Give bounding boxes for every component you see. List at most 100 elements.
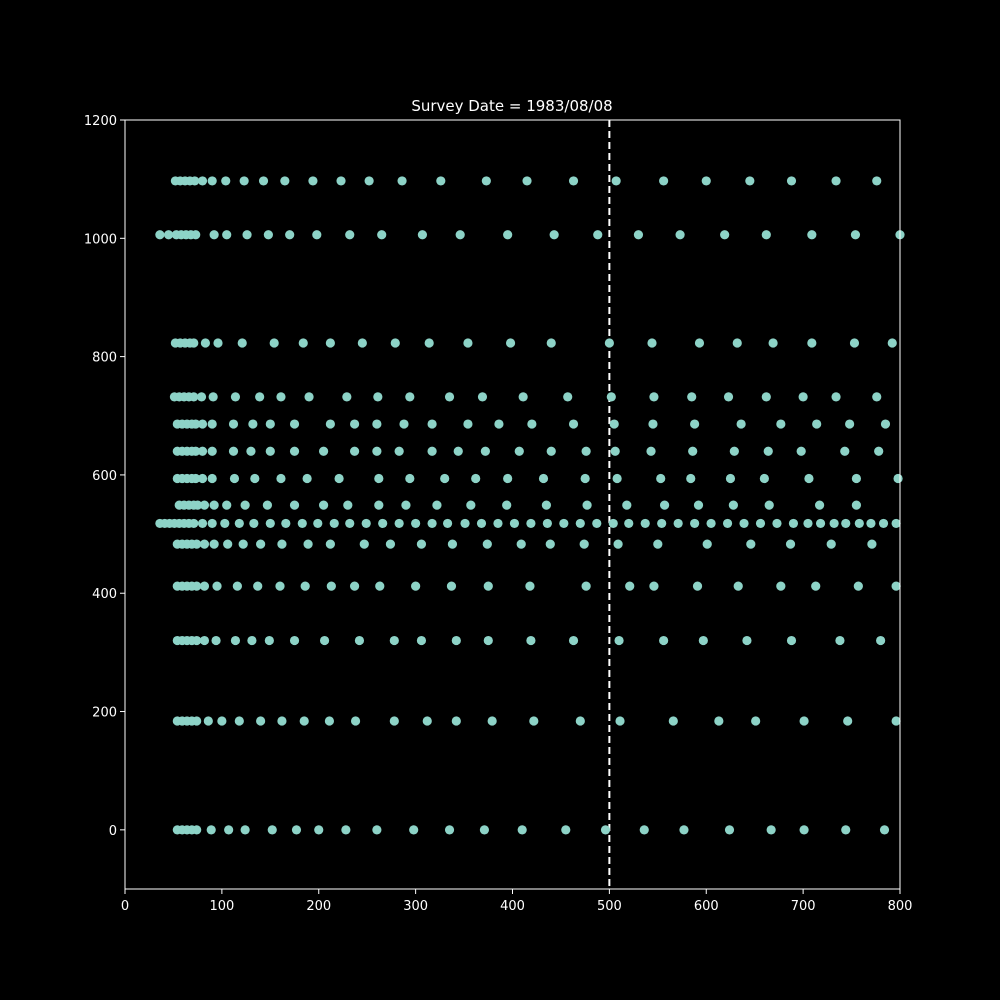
data-point	[248, 419, 258, 429]
data-point	[163, 230, 174, 240]
data-point	[580, 473, 590, 484]
data-point	[444, 825, 455, 835]
data-point	[453, 446, 463, 456]
data-point	[668, 716, 678, 726]
y-tick-label: 1200	[84, 114, 117, 129]
data-point	[422, 716, 432, 726]
data-point	[872, 392, 882, 402]
data-point	[193, 500, 203, 510]
x-tick-label: 200	[306, 899, 331, 914]
data-point	[803, 518, 813, 529]
data-point	[220, 518, 230, 529]
y-tick-label: 800	[92, 351, 117, 366]
data-point	[325, 419, 335, 429]
data-point	[289, 500, 300, 510]
data-point	[503, 473, 513, 484]
data-point	[874, 446, 884, 456]
data-point	[812, 419, 822, 429]
data-point	[234, 716, 244, 726]
data-point	[229, 473, 240, 484]
data-point	[880, 419, 891, 429]
data-point	[207, 518, 217, 529]
data-point	[199, 539, 210, 549]
data-point	[228, 419, 239, 429]
data-point	[318, 446, 329, 456]
data-point	[799, 716, 809, 726]
data-point	[432, 500, 442, 510]
data-point	[207, 446, 217, 456]
data-point	[527, 419, 537, 429]
data-point	[451, 716, 461, 726]
data-point	[477, 392, 488, 402]
data-point	[887, 338, 897, 348]
data-point	[374, 500, 384, 510]
data-point	[609, 419, 619, 429]
data-point	[545, 539, 555, 549]
data-point	[739, 518, 749, 529]
data-point	[291, 825, 302, 835]
data-point	[804, 473, 814, 484]
data-point	[397, 176, 407, 186]
data-point	[843, 716, 853, 726]
data-point	[463, 338, 473, 348]
data-point	[378, 518, 388, 529]
data-point	[234, 518, 244, 529]
data-point	[581, 581, 591, 591]
data-point	[319, 635, 330, 646]
data-point	[361, 518, 371, 529]
data-point	[698, 635, 708, 646]
data-point	[203, 716, 213, 726]
data-point	[722, 518, 733, 529]
data-point	[481, 176, 491, 186]
data-point	[267, 825, 277, 835]
data-point	[541, 500, 552, 510]
data-point	[191, 446, 201, 456]
data-point	[192, 539, 202, 549]
data-point	[409, 825, 419, 835]
data-point	[269, 338, 279, 348]
data-point	[350, 716, 361, 726]
data-point	[285, 230, 295, 240]
data-point	[265, 518, 275, 529]
data-point	[375, 581, 385, 591]
data-point	[639, 825, 649, 835]
data-point	[394, 518, 404, 529]
data-point	[213, 338, 223, 348]
data-point	[447, 539, 458, 549]
data-point	[725, 473, 736, 484]
data-point	[197, 518, 208, 529]
data-point	[649, 581, 659, 591]
data-point	[249, 518, 259, 529]
data-point	[221, 176, 231, 186]
data-point	[280, 176, 290, 186]
data-point	[633, 230, 644, 240]
data-point	[673, 518, 683, 529]
data-point	[264, 635, 274, 646]
data-point	[263, 230, 273, 240]
data-point	[690, 518, 700, 529]
data-point	[786, 176, 797, 186]
data-point	[222, 230, 232, 240]
data-point	[197, 473, 208, 484]
data-point	[326, 581, 336, 591]
data-point	[303, 539, 313, 549]
data-point	[723, 392, 734, 402]
data-point	[199, 581, 210, 591]
data-point	[776, 581, 786, 591]
data-point	[614, 635, 624, 646]
data-point	[604, 338, 614, 348]
data-point	[483, 635, 493, 646]
data-point	[745, 176, 755, 186]
data-point	[200, 338, 211, 348]
data-point	[625, 581, 635, 591]
data-point	[611, 176, 621, 186]
data-point	[451, 635, 461, 646]
data-point	[411, 518, 421, 529]
data-point	[399, 419, 409, 429]
data-point	[345, 518, 355, 529]
data-point	[377, 230, 387, 240]
data-point	[289, 635, 300, 646]
y-tick-label: 200	[92, 706, 117, 721]
data-point	[232, 581, 242, 591]
x-tick-label: 600	[694, 899, 719, 914]
